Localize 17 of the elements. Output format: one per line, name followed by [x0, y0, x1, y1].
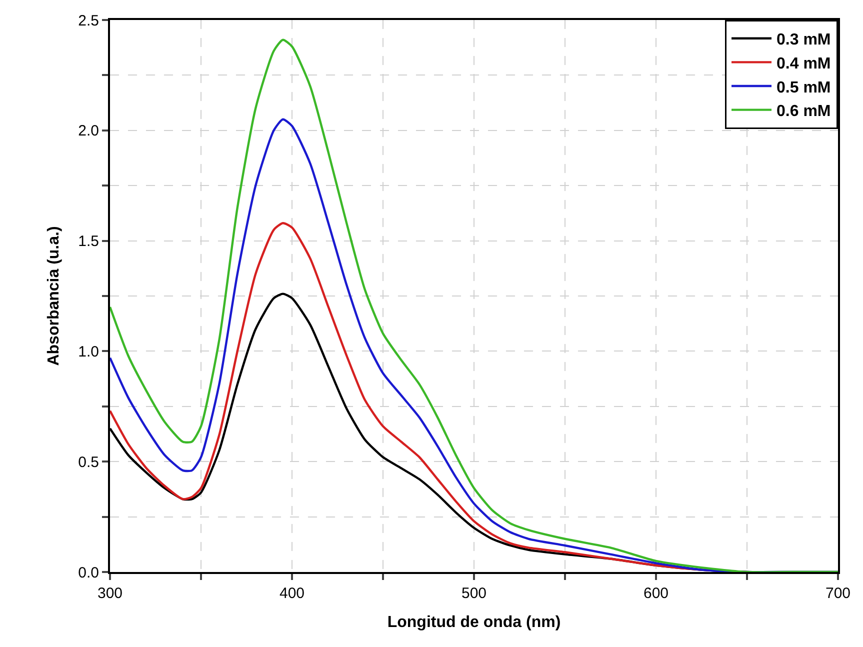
legend-label: 0.4 mM — [776, 55, 831, 72]
y-tick-label: 2.5 — [78, 12, 99, 30]
legend-label: 0.5 mM — [776, 79, 831, 96]
y-tick-label: 2.0 — [78, 122, 99, 140]
x-axis-title: Longitud de onda (nm) — [387, 614, 561, 632]
x-tick-label: 400 — [279, 585, 305, 602]
x-tick-label: 700 — [825, 585, 851, 602]
legend-label: 0.3 mM — [776, 32, 831, 49]
x-tick-label: 300 — [97, 585, 123, 602]
legend-label: 0.6 mM — [776, 103, 831, 120]
x-tick-label: 600 — [643, 585, 669, 602]
y-tick-label: 0.5 — [78, 454, 99, 471]
y-axis-title: Absorbancia (u.a.) — [46, 226, 63, 366]
y-tick-label: 0.0 — [78, 564, 99, 582]
y-tick-label: 1.5 — [78, 233, 99, 250]
y-tick-label: 1.0 — [78, 343, 99, 360]
x-tick-label: 500 — [461, 585, 487, 602]
